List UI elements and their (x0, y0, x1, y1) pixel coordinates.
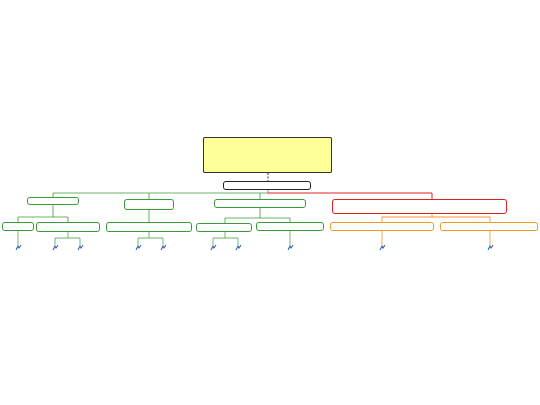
file-icon (15, 245, 21, 251)
sub-node-6[interactable] (330, 222, 434, 231)
file-icon (210, 245, 216, 251)
file-icon (160, 245, 166, 251)
sub-node-5[interactable] (256, 222, 324, 231)
leaf-item[interactable] (218, 245, 258, 251)
branch-node-1[interactable] (27, 197, 79, 205)
sub-node-3[interactable] (106, 222, 192, 232)
file-icon (52, 245, 58, 251)
leaf-item[interactable] (193, 245, 233, 251)
leaf-item[interactable] (362, 245, 402, 251)
file-icon (287, 245, 293, 251)
leaf-item[interactable] (143, 245, 183, 251)
file-icon (487, 245, 493, 251)
sub-node-1[interactable] (2, 222, 34, 231)
leaf-item[interactable] (0, 245, 38, 251)
branch-node-2[interactable] (124, 199, 174, 210)
sub-node-7[interactable] (440, 222, 538, 231)
file-icon (235, 245, 241, 251)
file-icon (379, 245, 385, 251)
leaf-item[interactable] (35, 245, 75, 251)
sub-node-4[interactable] (196, 223, 252, 232)
root-node[interactable] (223, 181, 311, 190)
leaf-item[interactable] (60, 245, 100, 251)
file-icon (77, 245, 83, 251)
file-icon (135, 245, 141, 251)
branch-node-4[interactable] (332, 199, 507, 214)
note-box (203, 137, 332, 173)
sub-node-2[interactable] (36, 222, 100, 232)
leaf-item[interactable] (270, 245, 310, 251)
leaf-item[interactable] (118, 245, 158, 251)
leaf-item[interactable] (470, 245, 510, 251)
branch-node-3[interactable] (214, 199, 306, 208)
